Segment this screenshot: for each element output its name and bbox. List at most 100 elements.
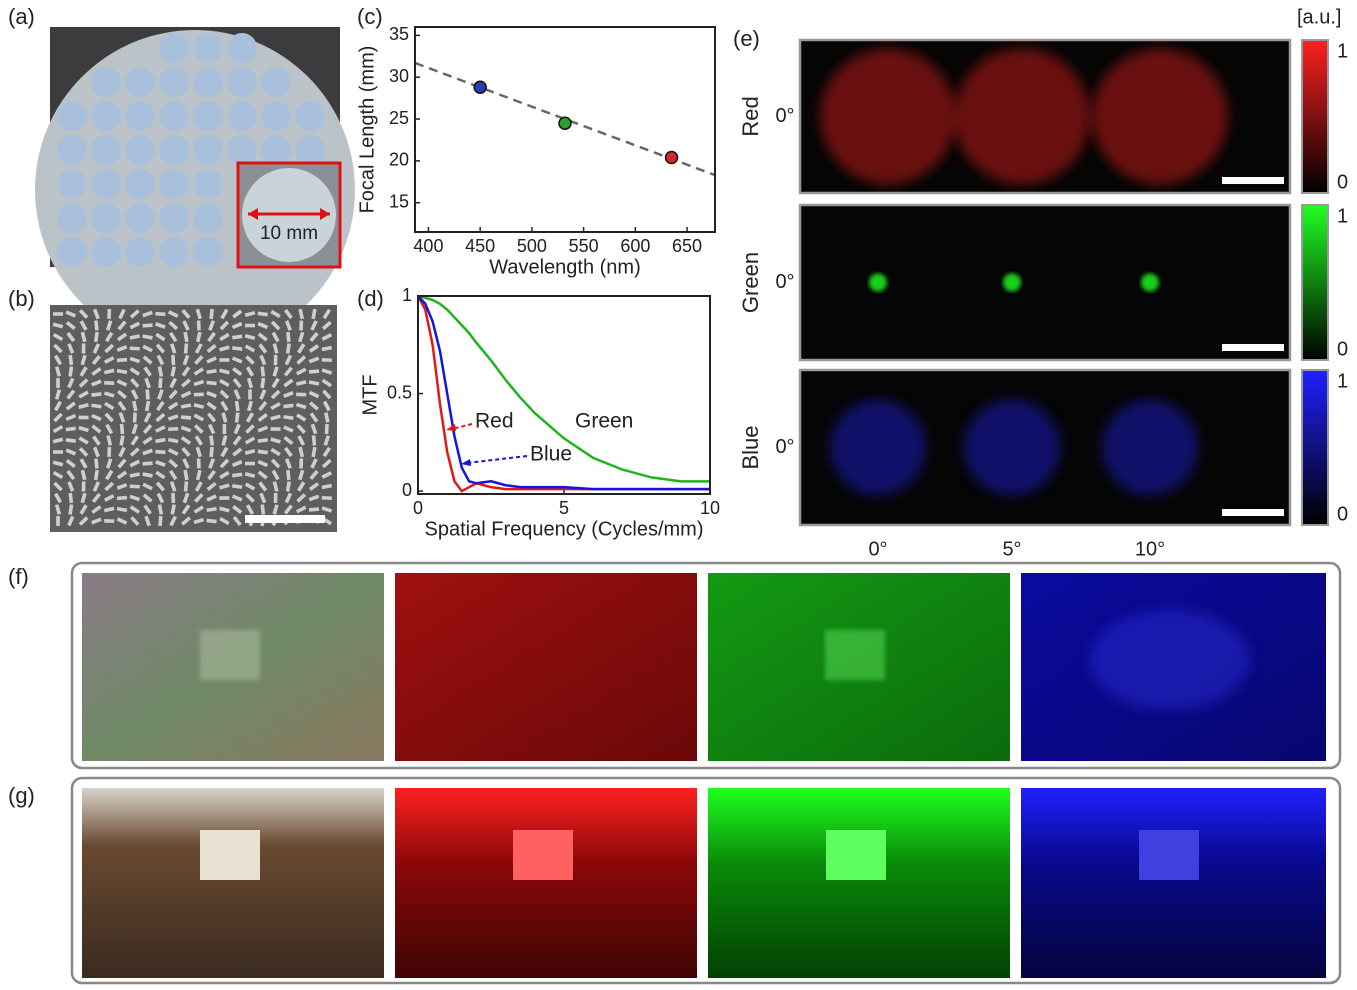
x-tick-label: 600 bbox=[620, 236, 650, 256]
y-tick-label: 25 bbox=[389, 108, 409, 128]
nanofin bbox=[168, 427, 178, 431]
y-tick-label: 0.5 bbox=[387, 382, 412, 402]
lens-dot bbox=[91, 203, 121, 233]
lens-dot bbox=[159, 67, 189, 97]
lens-dot bbox=[57, 169, 87, 199]
nanofin bbox=[322, 496, 332, 500]
panel-label: (d) bbox=[357, 286, 384, 311]
x-tick-label: 550 bbox=[569, 236, 599, 256]
colorbar-min: 0 bbox=[1337, 338, 1348, 360]
scale-bar bbox=[1222, 509, 1284, 516]
series-label: Blue bbox=[530, 443, 572, 466]
x-tick-label: 500 bbox=[517, 236, 547, 256]
lens-dot bbox=[227, 135, 257, 165]
nanofin bbox=[107, 309, 111, 319]
lens-dot bbox=[91, 237, 121, 267]
lens-dot bbox=[295, 135, 325, 165]
colorbar-max: 1 bbox=[1337, 205, 1348, 227]
nanofin bbox=[223, 424, 227, 434]
lens-dot bbox=[193, 135, 223, 165]
psf-spot bbox=[1092, 49, 1228, 185]
y-tick-label: 0 bbox=[402, 480, 412, 500]
arrow bbox=[467, 456, 527, 463]
y-axis-label: MTF bbox=[359, 374, 381, 415]
y-tick-label: 20 bbox=[389, 150, 409, 170]
row-angle: 0° bbox=[775, 436, 794, 458]
column-angle: 10° bbox=[1135, 538, 1165, 560]
nanofin bbox=[104, 519, 114, 523]
nanofin bbox=[158, 516, 162, 526]
charts: 4004505005506006501520253035Wavelength (… bbox=[356, 24, 720, 540]
nanofin bbox=[171, 355, 175, 365]
row-angle: 0° bbox=[775, 105, 794, 127]
point bbox=[666, 152, 678, 164]
colorbar-max: 1 bbox=[1337, 40, 1348, 62]
page: (a) (b) (c) (d) (e) (f) (g) 10 mm 400450… bbox=[0, 0, 1357, 990]
lens-dot bbox=[227, 33, 257, 63]
lens-dot bbox=[159, 169, 189, 199]
nanofin bbox=[133, 412, 137, 422]
nanofin bbox=[53, 312, 63, 316]
nanofin bbox=[274, 493, 278, 503]
psf-spot bbox=[954, 49, 1090, 185]
nanofin bbox=[79, 416, 89, 420]
panel-label: (e) bbox=[733, 26, 760, 51]
lens-dot bbox=[57, 135, 87, 165]
lens-dot bbox=[295, 101, 325, 131]
lens-dot bbox=[193, 203, 223, 233]
colorbar-max: 1 bbox=[1337, 370, 1348, 392]
nanofin bbox=[197, 458, 201, 468]
lens-dot bbox=[125, 101, 155, 131]
colorbar bbox=[1302, 370, 1328, 525]
nanofin bbox=[219, 358, 229, 362]
lens-dot bbox=[193, 67, 223, 97]
panel-label: (c) bbox=[357, 4, 383, 29]
x-tick-label: 0 bbox=[413, 498, 423, 518]
nanofin bbox=[56, 378, 60, 388]
nanofin bbox=[107, 447, 111, 457]
x-axis-label: Wavelength (nm) bbox=[489, 256, 641, 278]
series-label: Red bbox=[475, 410, 514, 433]
nanofin bbox=[130, 346, 140, 350]
nanofin bbox=[142, 323, 152, 327]
nanofin bbox=[325, 424, 329, 434]
lens-dot bbox=[193, 237, 223, 267]
colorbar bbox=[1302, 40, 1328, 193]
panel-label: (a) bbox=[8, 4, 35, 29]
panel-label: (f) bbox=[8, 564, 29, 589]
psf-spot bbox=[820, 49, 956, 185]
lens-dot bbox=[159, 203, 189, 233]
x-tick-label: 400 bbox=[413, 236, 443, 256]
y-axis-label: Focal Length (mm) bbox=[356, 46, 378, 214]
column-angle: 0° bbox=[868, 538, 887, 560]
x-tick-label: 450 bbox=[465, 236, 495, 256]
y-tick-label: 35 bbox=[389, 24, 409, 44]
lens-dot bbox=[193, 101, 223, 131]
psf-panel: [a.u.] 10Red0°10Green0°10Blue0°0°5°10° bbox=[738, 6, 1348, 560]
reconstructed-images bbox=[72, 778, 1340, 983]
row-label: Blue bbox=[738, 425, 763, 469]
colorbar bbox=[1302, 205, 1328, 360]
series-label: Green bbox=[575, 410, 633, 433]
panel-label: (g) bbox=[8, 783, 35, 808]
nanofin bbox=[171, 493, 175, 503]
y-tick-label: 30 bbox=[389, 66, 409, 86]
nanofin bbox=[299, 320, 303, 330]
lens-dot bbox=[159, 33, 189, 63]
lens-dot bbox=[91, 135, 121, 165]
nanofin bbox=[53, 450, 63, 454]
lens-dot bbox=[227, 67, 257, 97]
scale-bar bbox=[1222, 177, 1284, 184]
lens-dot bbox=[91, 101, 121, 131]
lens-dot bbox=[91, 67, 121, 97]
nanofin bbox=[271, 427, 281, 431]
lens-dot bbox=[261, 67, 291, 97]
row-angle: 0° bbox=[775, 271, 794, 293]
figure: (a) (b) (c) (d) (e) (f) (g) 10 mm 400450… bbox=[0, 0, 1357, 985]
scale-bar bbox=[1222, 344, 1284, 351]
lens-dot bbox=[125, 203, 155, 233]
nanofin bbox=[194, 393, 204, 397]
nanofin bbox=[219, 496, 229, 500]
nanofin bbox=[274, 355, 278, 365]
lens-dot bbox=[125, 237, 155, 267]
